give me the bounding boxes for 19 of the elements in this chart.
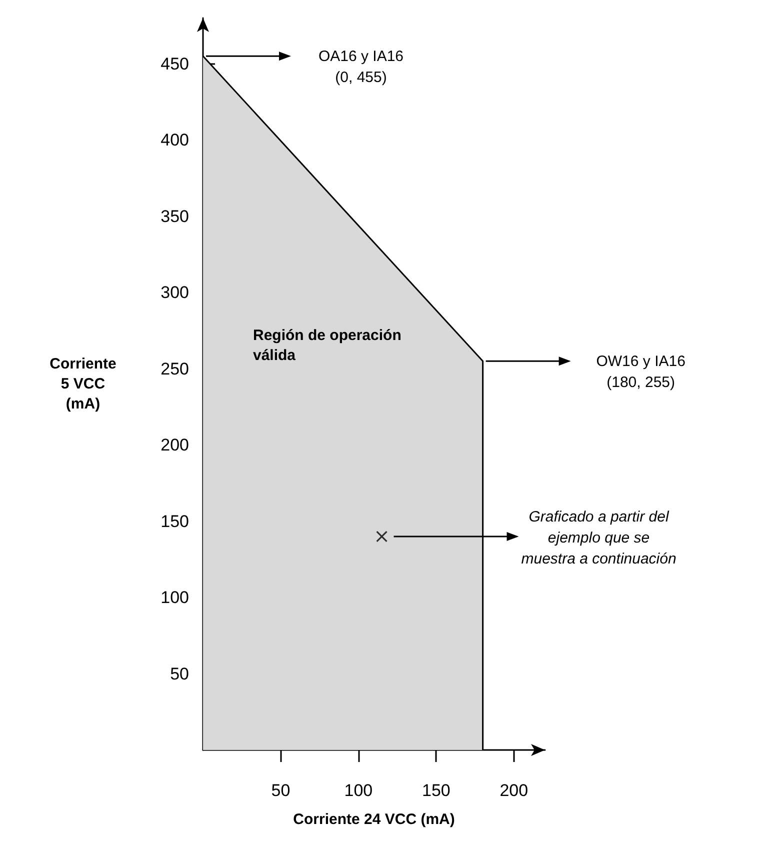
x-tick-label: 100 bbox=[344, 781, 373, 800]
y-axis-title: Corriente 5 VCC (mA) bbox=[50, 356, 116, 412]
x-tick-label: 150 bbox=[422, 781, 450, 800]
y-tick-label: 200 bbox=[160, 436, 189, 454]
x-tick-label: 50 bbox=[271, 781, 290, 800]
annotation: Región de operación válida bbox=[253, 326, 402, 364]
text: OW16 y IA16 (180, 255) bbox=[596, 353, 686, 392]
y-tick-label: 300 bbox=[160, 283, 189, 302]
y-tick-label: 150 bbox=[160, 512, 189, 531]
y-tick-label: 100 bbox=[160, 588, 189, 607]
y-tick-label: 250 bbox=[160, 359, 189, 378]
y-tick-label: 400 bbox=[160, 130, 189, 150]
y-tick-label: 350 bbox=[160, 206, 189, 226]
y-tick-label: 50 bbox=[170, 664, 189, 684]
x-tick-label: 200 bbox=[500, 781, 528, 800]
y-tick-label: 450 bbox=[160, 54, 189, 74]
annotation: Graficado a partir del ejemplo que se muestra a continuación bbox=[521, 508, 676, 568]
annotation: OA16 y IA16 (0, 455) bbox=[318, 48, 404, 86]
x-axis-title: Corriente 24 VCC (mA) bbox=[293, 811, 455, 828]
